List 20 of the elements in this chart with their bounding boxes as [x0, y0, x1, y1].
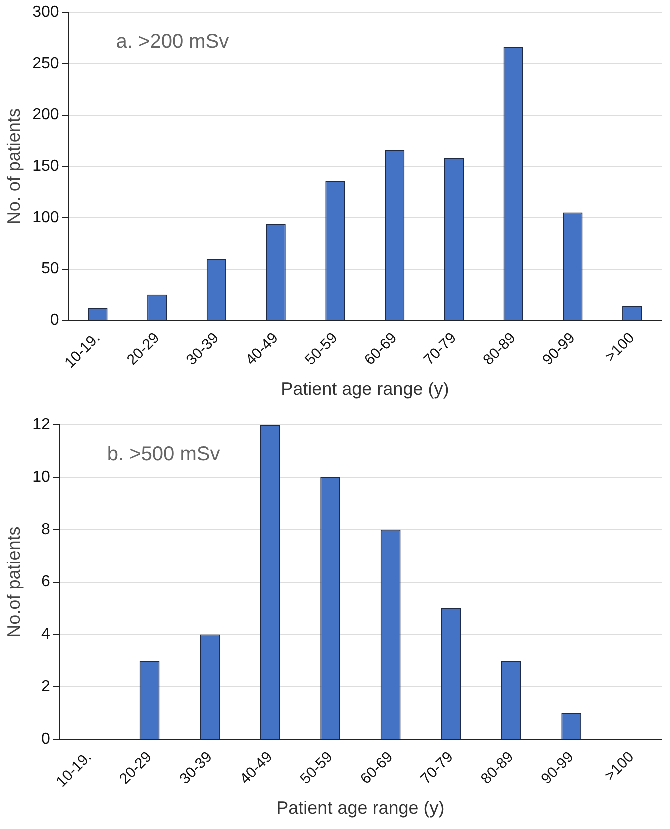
y-tick-label: 10	[32, 468, 50, 486]
y-tick-label: 12	[32, 416, 50, 434]
annotation: b. >500 mSv	[107, 444, 220, 466]
y-tick-label: 50	[42, 260, 60, 278]
x-axis-title: Patient age range (y)	[276, 798, 445, 818]
y-tick-label: 0	[50, 312, 60, 330]
y-tick-label: 6	[41, 574, 50, 591]
annotation: a. >200 mSv	[116, 31, 230, 54]
y-tick-label: 200	[32, 106, 60, 124]
y-tick-label: 2	[41, 678, 50, 696]
y-tick-label: 250	[32, 55, 60, 72]
y-axis-title: No. of patients	[4, 108, 24, 225]
y-tick-label: 8	[41, 521, 50, 538]
y-tick-label: 0	[41, 731, 50, 748]
y-tick-label: 100	[32, 209, 60, 226]
y-axis-title: No.of patients	[4, 526, 24, 638]
y-tick-label: 4	[41, 626, 50, 644]
y-tick-label: 300	[32, 4, 60, 22]
x-axis-title: Patient age range (y)	[281, 379, 450, 400]
y-tick-label: 150	[32, 158, 60, 176]
